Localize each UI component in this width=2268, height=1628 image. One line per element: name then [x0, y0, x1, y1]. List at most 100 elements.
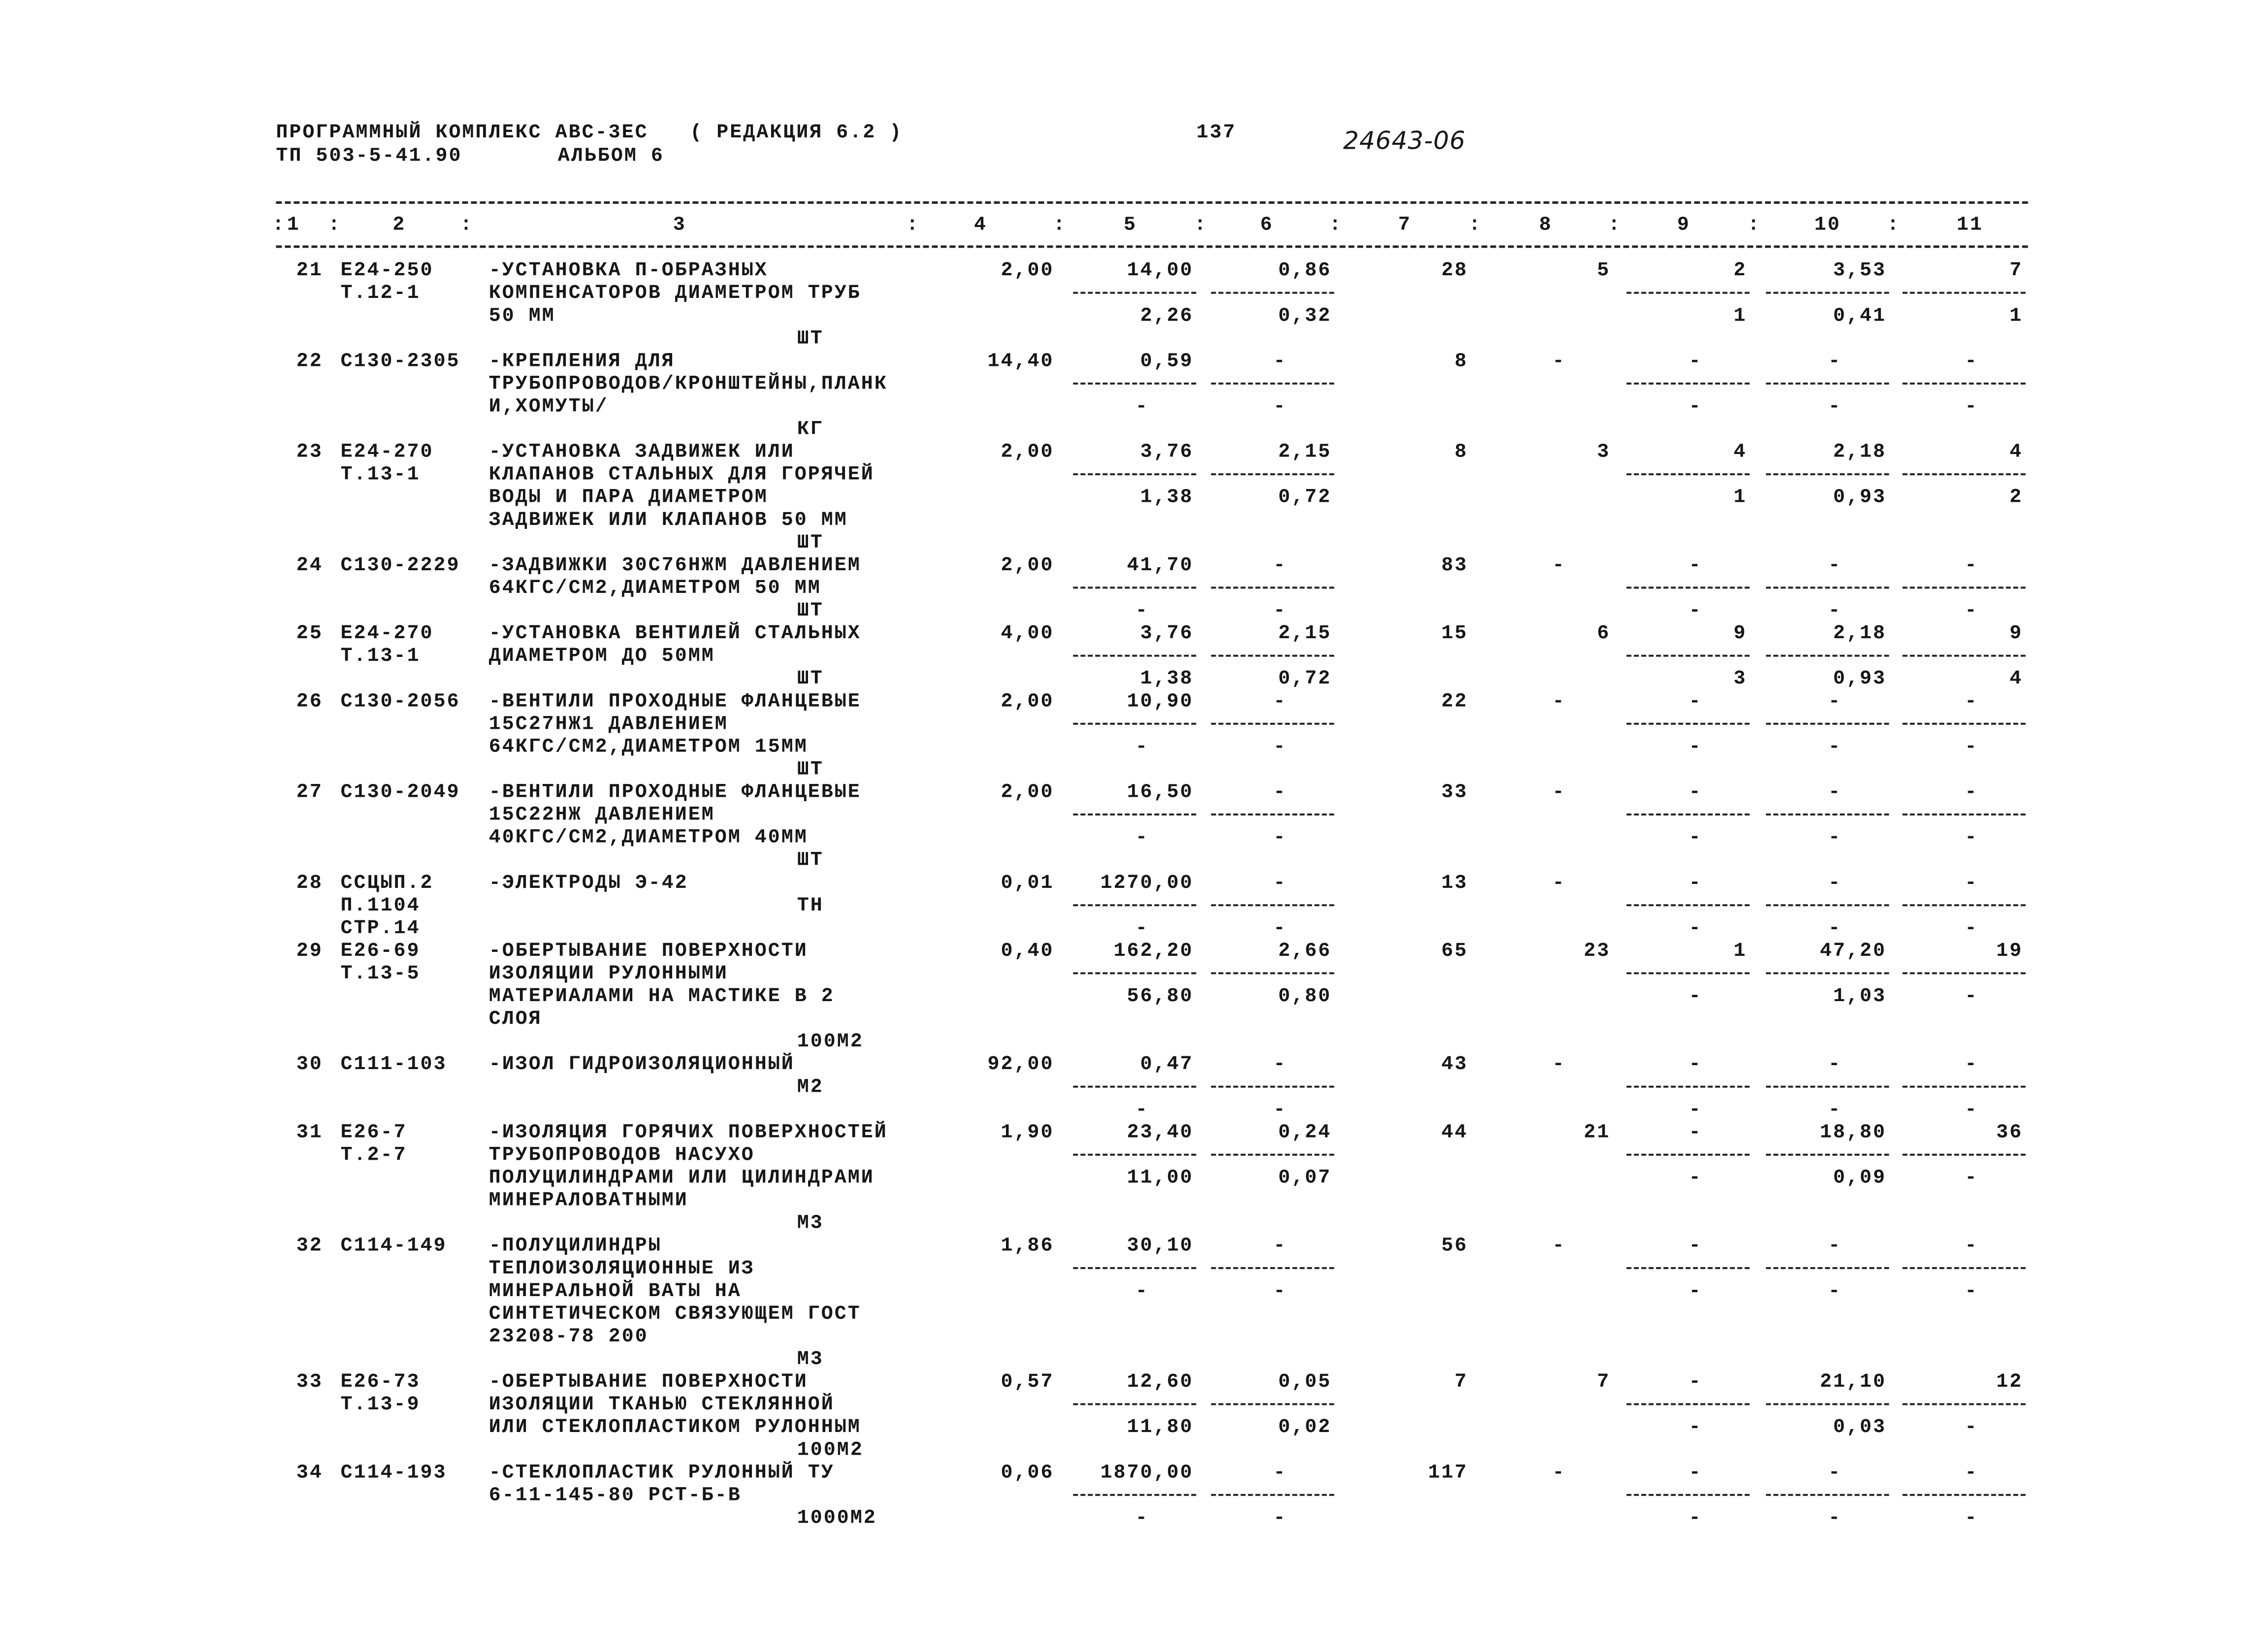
value-c5-top: 41,70: [1127, 554, 1194, 577]
value-c9-bottom: -: [1689, 917, 1702, 940]
column-number: 7: [1398, 214, 1411, 236]
value-c8: -: [1553, 781, 1566, 803]
quantity: 0,01: [1001, 872, 1054, 894]
value-c11-top: -: [1965, 781, 1978, 803]
item-name: ТЕПЛОИЗОЛЯЦИОННЫЕ ИЗ: [489, 1258, 755, 1280]
rate-code: Т.13-1: [341, 464, 421, 486]
value-c8: -: [1553, 690, 1566, 713]
value-c11-top: 9: [2009, 622, 2023, 645]
value-c7: 117: [1428, 1462, 1468, 1484]
value-c9-top: -: [1689, 690, 1702, 713]
column-number: 3: [673, 214, 686, 236]
value-c6-bottom: -: [1273, 917, 1287, 940]
column-number: 2: [392, 214, 406, 236]
quantity: 2,00: [1001, 554, 1054, 577]
value-c6-bottom: 0,32: [1278, 305, 1331, 327]
value-c10-bottom: -: [1828, 1099, 1842, 1121]
item-name: И,ХОМУТЫ/: [489, 395, 609, 418]
quantity: 14,40: [987, 350, 1054, 372]
value-c5-bottom: -: [1135, 1280, 1149, 1302]
column-separator: :: [1329, 214, 1342, 236]
row-number: 28: [296, 872, 323, 894]
unit: ШТ: [797, 532, 824, 554]
row-number: 31: [296, 1121, 323, 1143]
value-c7: 28: [1441, 260, 1468, 282]
rate-code: Т.13-5: [341, 963, 421, 985]
value-c9-top: -: [1689, 1053, 1702, 1075]
value-c6-top: -: [1273, 690, 1287, 713]
value-c11-bottom: 4: [2009, 668, 2023, 690]
column-number: 8: [1539, 214, 1553, 236]
row-number: 26: [296, 690, 323, 713]
value-c9-bottom: -: [1689, 1099, 1702, 1121]
value-c11-top: 4: [2009, 441, 2023, 463]
item-name: 64КГС/СМ2,ДИАМЕТРОМ 50 ММ: [489, 577, 821, 599]
item-name: КЛАПАНОВ СТАЛЬНЫХ ДЛЯ ГОРЯЧЕЙ: [489, 463, 875, 486]
value-c8: 3: [1597, 441, 1610, 463]
value-c9-top: 2: [1734, 260, 1747, 282]
item-name: -ВЕНТИЛИ ПРОХОДНЫЕ ФЛАНЦЕВЫЕ: [489, 781, 861, 803]
edition: ( РЕДАКЦИЯ 6.2 ): [690, 122, 903, 144]
album: АЛЬБОМ 6: [558, 145, 664, 167]
quantity: 2,00: [1001, 260, 1054, 282]
value-c5-bottom: 11,80: [1127, 1416, 1194, 1438]
unit: ТН: [797, 895, 824, 917]
rate-code: Т.13-9: [341, 1394, 421, 1416]
value-c9-top: -: [1689, 1462, 1702, 1484]
value-c11-top: -: [1965, 554, 1978, 577]
program-title: ПРОГРАММНЫЙ КОМПЛЕКС АВС-3ЕС: [276, 121, 648, 144]
value-c8: -: [1553, 872, 1566, 894]
item-name: МИНЕРАЛОВАТНЫМИ: [489, 1190, 688, 1212]
unit: ШТ: [797, 758, 824, 781]
value-c5-bottom: 1,38: [1140, 668, 1194, 690]
rate-code: С114-193: [341, 1462, 447, 1484]
value-c10-bottom: 1,03: [1833, 985, 1886, 1008]
quantity: 2,00: [1001, 690, 1054, 713]
value-c8: -: [1553, 1053, 1566, 1075]
column-number: 9: [1677, 214, 1690, 236]
quantity: 2,00: [1001, 441, 1054, 463]
project-code: ТП 503-5-41.90: [276, 145, 462, 167]
row-number: 33: [296, 1371, 323, 1393]
item-name: 40КГС/СМ2,ДИАМЕТРОМ 40ММ: [489, 827, 808, 849]
item-name: -ИЗОЛ ГИДРОИЗОЛЯЦИОННЫЙ: [489, 1052, 795, 1075]
value-c6-top: 2,15: [1278, 441, 1331, 463]
value-c11-bottom: -: [1965, 1416, 1978, 1438]
quantity: 0,40: [1001, 940, 1054, 962]
value-c5-bottom: 1,38: [1140, 487, 1194, 509]
value-c10-bottom: 0,93: [1833, 668, 1886, 690]
value-c5-top: 0,59: [1140, 350, 1194, 372]
value-c6-bottom: 0,80: [1278, 985, 1331, 1008]
item-name: ИЛИ СТЕКЛОПЛАСТИКОМ РУЛОННЫМ: [489, 1416, 861, 1438]
value-c6-top: -: [1273, 1235, 1287, 1257]
row-number: 21: [296, 260, 323, 282]
item-name: ДИАМЕТРОМ ДО 50ММ: [489, 645, 715, 667]
value-c11-top: -: [1965, 350, 1978, 372]
value-c11-bottom: 2: [2009, 487, 2023, 509]
value-c9-bottom: -: [1689, 1167, 1702, 1189]
rate-code: С130-2305: [341, 350, 460, 372]
row-number: 22: [296, 350, 323, 372]
column-separator: :: [1748, 214, 1761, 236]
value-c5-top: 23,40: [1127, 1121, 1194, 1143]
column-number: 1: [287, 214, 300, 236]
value-c11-bottom: -: [1965, 985, 1978, 1008]
value-c10-top: -: [1828, 1462, 1842, 1484]
rate-code: СТР.14: [341, 917, 421, 940]
value-c8: -: [1553, 1462, 1566, 1484]
value-c5-top: 162,20: [1114, 940, 1194, 962]
row-number: 32: [296, 1235, 323, 1257]
value-c10-bottom: -: [1828, 1507, 1842, 1529]
value-c5-top: 10,90: [1127, 690, 1194, 713]
value-c7: 7: [1455, 1371, 1468, 1393]
value-c10-bottom: -: [1828, 1280, 1842, 1302]
value-c11-bottom: 1: [2009, 305, 2023, 327]
item-name: -ЗАДВИЖКИ 30С76НЖМ ДАВЛЕНИЕМ: [489, 554, 861, 577]
value-c6-bottom: -: [1273, 1099, 1287, 1121]
column-separator: :: [328, 214, 341, 236]
item-name: -УСТАНОВКА П-ОБРАЗНЫХ: [489, 260, 768, 282]
item-name: ИЗОЛЯЦИИ РУЛОННЫМИ: [489, 963, 728, 985]
value-c9-bottom: -: [1689, 1507, 1702, 1529]
value-c11-top: 7: [2009, 260, 2023, 282]
